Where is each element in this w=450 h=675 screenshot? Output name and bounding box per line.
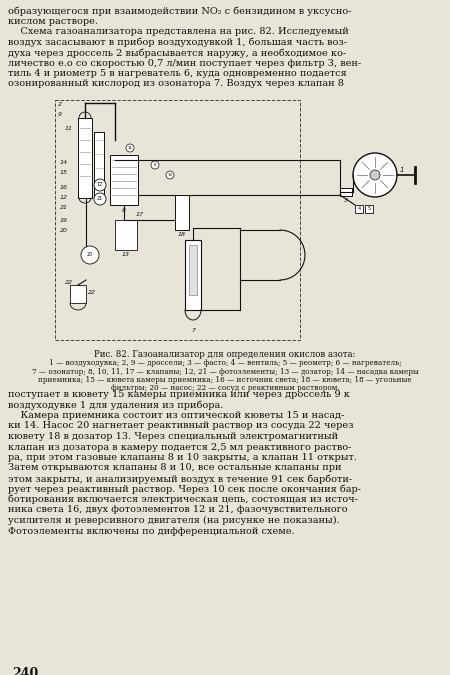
Text: 4: 4 <box>357 207 360 211</box>
Text: Затем открываются клапаны 8 и 10, все остальные клапаны при: Затем открываются клапаны 8 и 10, все ос… <box>8 464 342 472</box>
Bar <box>189 245 197 295</box>
Text: 21: 21 <box>60 205 68 210</box>
Text: Фотоэлементы включены по дифференциальной схеме.: Фотоэлементы включены по дифференциально… <box>8 526 295 535</box>
Text: личество е.о со скоростью 0,7 л/мин поступает через фильтр 3, вен-: личество е.о со скоростью 0,7 л/мин пост… <box>8 59 361 68</box>
Text: ника света 16, двух фотоэлементов 12 и 21, фазочувствительного: ника света 16, двух фотоэлементов 12 и 2… <box>8 506 347 514</box>
Text: образующегося при взаимодействии NO₂ с бензидином в уксусно-: образующегося при взаимодействии NO₂ с б… <box>8 6 351 16</box>
Bar <box>94 132 104 197</box>
Text: 18: 18 <box>178 232 186 237</box>
Circle shape <box>353 153 397 197</box>
Text: 8: 8 <box>154 163 156 167</box>
Text: 11: 11 <box>127 146 132 150</box>
Text: усилителя и реверсивного двигателя (на рисунке не показаны).: усилителя и реверсивного двигателя (на р… <box>8 516 340 525</box>
Bar <box>355 205 363 213</box>
Text: духа через дроссель 2 выбрасывается наружу, а необходимое ко-: духа через дроссель 2 выбрасывается нару… <box>8 48 346 57</box>
Text: 7 — озонатор; 8, 10, 11, 17 — клапаны; 12, 21 — фотоэлементы; 13 — дозатор; 14 —: 7 — озонатор; 8, 10, 11, 17 — клапаны; 1… <box>32 367 419 375</box>
Text: 22: 22 <box>65 280 73 285</box>
Text: 19: 19 <box>60 218 68 223</box>
Text: 13: 13 <box>122 252 130 257</box>
Circle shape <box>81 246 99 264</box>
Text: приемника; 15 — кювета камеры приемника; 16 — источник света; 18 — кювета; 18 — : приемника; 15 — кювета камеры приемника;… <box>38 376 412 384</box>
Text: рует через реактивный раствор. Через 10 сек после окончания бар-: рует через реактивный раствор. Через 10 … <box>8 485 361 494</box>
Circle shape <box>166 171 174 179</box>
Text: воздух засасывают в прибор воздуходувкой 1, большая часть воз-: воздух засасывают в прибор воздуходувкой… <box>8 38 347 47</box>
Text: 9: 9 <box>58 112 62 117</box>
Circle shape <box>151 161 159 169</box>
Text: 12: 12 <box>60 195 68 200</box>
Text: 16: 16 <box>60 185 68 190</box>
Bar <box>185 240 201 310</box>
Bar <box>365 205 373 213</box>
Text: ра, при этом газовые клапаны 8 и 10 закрыты, а клапан 11 открыт.: ра, при этом газовые клапаны 8 и 10 закр… <box>8 453 357 462</box>
Text: Камера приемника состоит из оптической кюветы 15 и насад-: Камера приемника состоит из оптической к… <box>8 411 344 420</box>
Text: Рис. 82. Газоанализатор для определения окислов азота:: Рис. 82. Газоанализатор для определения … <box>94 350 356 359</box>
Text: 1: 1 <box>400 167 405 173</box>
Text: озонированный кислород из озонатора 7. Воздух через клапан 8: озонированный кислород из озонатора 7. В… <box>8 80 344 88</box>
Text: Схема газоанализатора представлена на рис. 82. Исследуемый: Схема газоанализатора представлена на ри… <box>8 27 349 36</box>
Text: 20: 20 <box>60 228 68 233</box>
Text: 5: 5 <box>368 207 370 211</box>
Circle shape <box>94 193 106 205</box>
Circle shape <box>370 170 380 180</box>
Bar <box>175 195 189 230</box>
Text: 22: 22 <box>88 290 96 296</box>
Text: воздуходувке 1 для удаления из прибора.: воздуходувке 1 для удаления из прибора. <box>8 400 223 410</box>
Text: 21: 21 <box>97 196 103 202</box>
Circle shape <box>94 179 106 191</box>
Bar <box>115 220 137 250</box>
Bar <box>78 118 92 198</box>
Text: 1 — воздуходувка; 2, 9 — дроссели; 3 — фасто; 4 — вентиль; 5 — реометр; 6 — нагр: 1 — воздуходувка; 2, 9 — дроссели; 3 — ф… <box>49 359 401 367</box>
Text: 6: 6 <box>122 208 126 213</box>
Text: этом закрыты, и анализируемый воздух в течение 91 сек барботи-: этом закрыты, и анализируемый воздух в т… <box>8 474 352 483</box>
Text: 14: 14 <box>60 160 68 165</box>
Text: 12: 12 <box>97 182 103 188</box>
Text: фильтры; 20 — насос; 22 — сосуд с реактивным раствором.: фильтры; 20 — насос; 22 — сосуд с реакти… <box>111 385 339 392</box>
Bar <box>55 100 300 340</box>
Text: 15: 15 <box>60 170 68 175</box>
Bar <box>110 155 138 205</box>
Bar <box>340 188 352 196</box>
Text: клапан из дозатора в камеру подается 2,5 мл реактивного раство-: клапан из дозатора в камеру подается 2,5… <box>8 443 351 452</box>
Text: 2: 2 <box>58 102 62 107</box>
Text: 3: 3 <box>344 198 348 203</box>
Text: 240: 240 <box>12 667 38 675</box>
Text: 17: 17 <box>136 212 144 217</box>
Text: тиль 4 и риометр 5 в нагреватель 6, куда одновременно подается: тиль 4 и риометр 5 в нагреватель 6, куда… <box>8 69 347 78</box>
Text: 11: 11 <box>65 126 73 131</box>
Circle shape <box>126 144 134 152</box>
Text: ботирования включается электрическая цепь, состоящая из источ-: ботирования включается электрическая цеп… <box>8 495 358 504</box>
Text: 7: 7 <box>191 328 195 333</box>
Text: 10: 10 <box>167 173 172 177</box>
Text: кювету 18 в дозатор 13. Через специальный электромагнитный: кювету 18 в дозатор 13. Через специальны… <box>8 432 338 441</box>
Text: 20: 20 <box>87 252 93 257</box>
Text: поступает в кювету 15 камеры приемника или через дроссель 9 к: поступает в кювету 15 камеры приемника и… <box>8 390 350 399</box>
Bar <box>70 285 86 303</box>
Text: ки 14. Насос 20 нагнетает реактивный раствор из сосуда 22 через: ки 14. Насос 20 нагнетает реактивный рас… <box>8 421 354 431</box>
Text: кислом растворе.: кислом растворе. <box>8 16 98 26</box>
